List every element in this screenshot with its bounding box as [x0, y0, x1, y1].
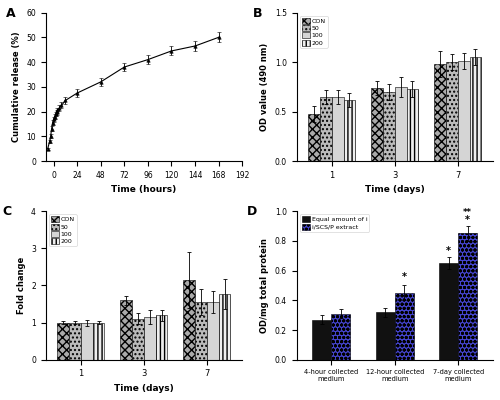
Bar	[434, 64, 446, 161]
Bar	[470, 57, 482, 161]
Bar	[195, 302, 207, 360]
Bar	[406, 89, 418, 161]
Bar	[120, 300, 132, 360]
Bar	[58, 323, 69, 360]
Bar	[207, 302, 218, 360]
Text: *: *	[446, 246, 451, 256]
Bar	[92, 323, 104, 360]
Text: C: C	[2, 205, 12, 218]
Bar	[312, 320, 332, 360]
Bar	[332, 97, 344, 161]
Y-axis label: OD/mg total protein: OD/mg total protein	[260, 238, 269, 333]
Legend: CON, 50, 100, 200: CON, 50, 100, 200	[300, 16, 328, 48]
Bar	[446, 62, 458, 161]
Bar	[218, 294, 230, 360]
Bar	[372, 88, 383, 161]
Y-axis label: OD value (490 nm): OD value (490 nm)	[260, 43, 269, 131]
Bar	[458, 234, 477, 360]
Bar	[458, 61, 469, 161]
Bar	[344, 100, 355, 161]
X-axis label: Time (days): Time (days)	[365, 186, 424, 194]
Y-axis label: Fold change: Fold change	[16, 257, 26, 314]
Bar	[308, 114, 320, 161]
Bar	[395, 293, 414, 360]
Bar	[144, 317, 156, 360]
Bar	[376, 312, 395, 360]
Text: *: *	[402, 272, 407, 282]
Text: D: D	[248, 205, 258, 218]
X-axis label: Time (days): Time (days)	[114, 384, 174, 393]
Text: B: B	[254, 6, 263, 20]
Text: A: A	[6, 6, 16, 20]
Text: **: **	[463, 208, 472, 217]
Legend: Equal amount of i, i/SCS/P extract: Equal amount of i, i/SCS/P extract	[300, 214, 369, 232]
Y-axis label: Cumulative release (%): Cumulative release (%)	[12, 32, 20, 142]
Bar	[184, 280, 195, 360]
X-axis label: Time (hours): Time (hours)	[112, 186, 176, 194]
Bar	[132, 319, 144, 360]
Bar	[320, 97, 332, 161]
Bar	[69, 323, 81, 360]
Bar	[81, 323, 92, 360]
Bar	[395, 87, 406, 161]
Legend: CON, 50, 100, 200: CON, 50, 100, 200	[49, 214, 76, 246]
Bar	[439, 263, 458, 360]
Bar	[383, 92, 395, 161]
Bar	[332, 314, 350, 360]
Text: *: *	[465, 214, 470, 224]
Bar	[156, 315, 168, 360]
